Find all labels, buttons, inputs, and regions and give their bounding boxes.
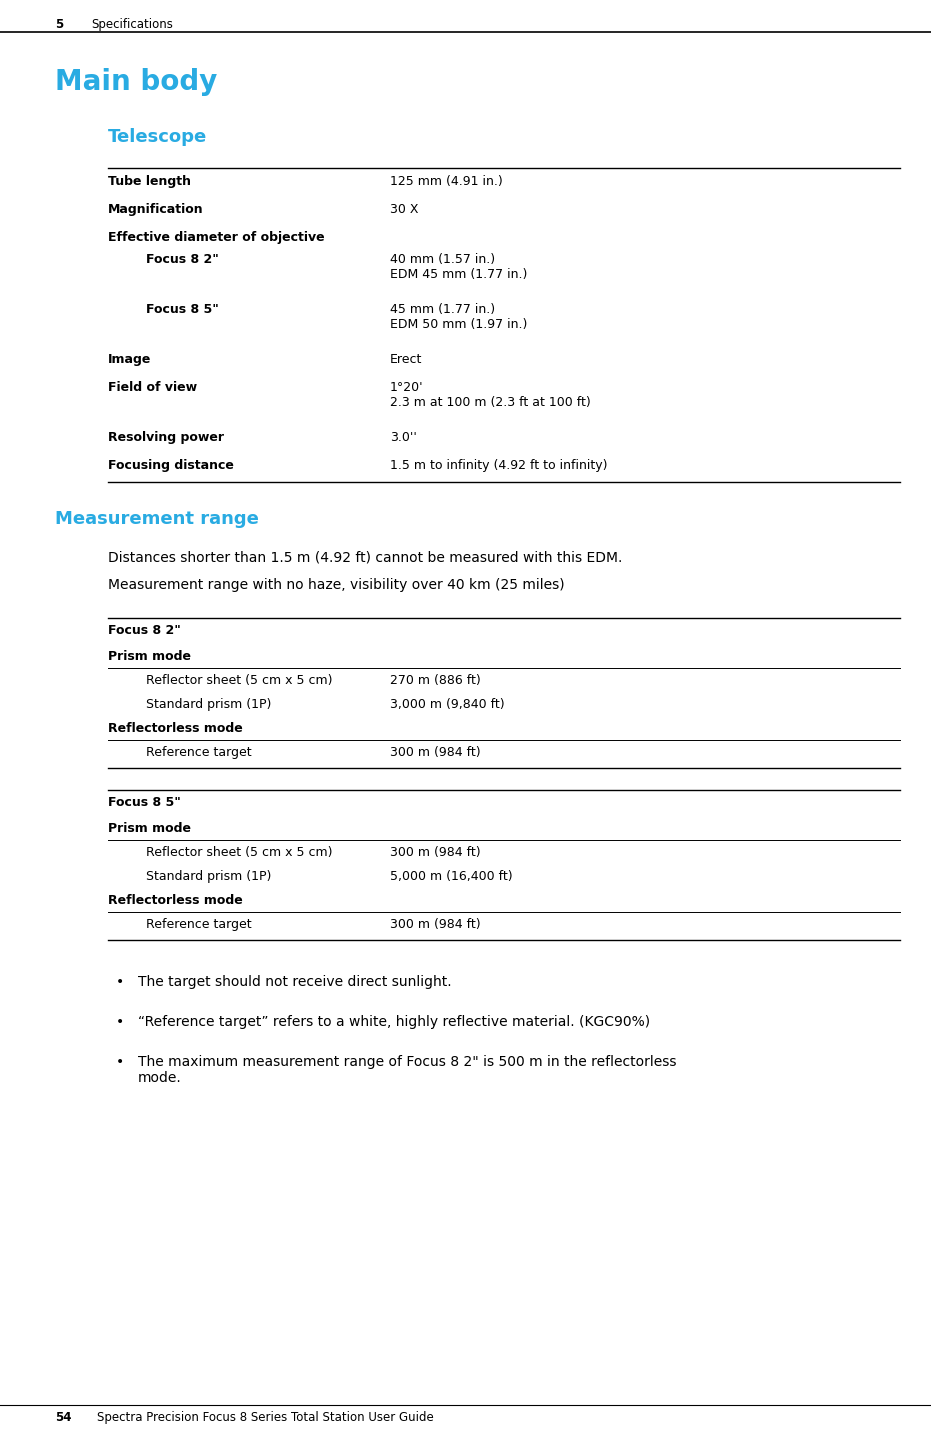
Text: 40 mm (1.57 in.)
EDM 45 mm (1.77 in.): 40 mm (1.57 in.) EDM 45 mm (1.77 in.) <box>390 254 527 281</box>
Text: Tube length: Tube length <box>108 175 191 188</box>
Text: •: • <box>116 1055 124 1069</box>
Text: 300 m (984 ft): 300 m (984 ft) <box>390 919 480 931</box>
Text: Prism mode: Prism mode <box>108 823 191 835</box>
Text: The maximum measurement range of Focus 8 2" is 500 m in the reflectorless
mode.: The maximum measurement range of Focus 8… <box>138 1055 677 1085</box>
Text: 1.5 m to infinity (4.92 ft to infinity): 1.5 m to infinity (4.92 ft to infinity) <box>390 459 608 471</box>
Text: 30 X: 30 X <box>390 203 419 216</box>
Text: Reflector sheet (5 cm x 5 cm): Reflector sheet (5 cm x 5 cm) <box>146 845 332 858</box>
Text: Prism mode: Prism mode <box>108 651 191 663</box>
Text: Reference target: Reference target <box>146 919 251 931</box>
Text: Telescope: Telescope <box>108 128 208 146</box>
Text: 5: 5 <box>55 19 63 32</box>
Text: 54: 54 <box>55 1412 72 1424</box>
Text: Reflectorless mode: Reflectorless mode <box>108 722 243 735</box>
Text: 125 mm (4.91 in.): 125 mm (4.91 in.) <box>390 175 503 188</box>
Text: Focus 8 5": Focus 8 5" <box>108 795 181 810</box>
Text: Reference target: Reference target <box>146 747 251 759</box>
Text: Erect: Erect <box>390 353 423 365</box>
Text: •: • <box>116 1015 124 1029</box>
Text: 1°20'
2.3 m at 100 m (2.3 ft at 100 ft): 1°20' 2.3 m at 100 m (2.3 ft at 100 ft) <box>390 381 591 408</box>
Text: Standard prism (1P): Standard prism (1P) <box>146 698 271 711</box>
Text: 3.0'': 3.0'' <box>390 431 417 444</box>
Text: 45 mm (1.77 in.)
EDM 50 mm (1.97 in.): 45 mm (1.77 in.) EDM 50 mm (1.97 in.) <box>390 302 527 331</box>
Text: Standard prism (1P): Standard prism (1P) <box>146 870 271 883</box>
Text: Reflector sheet (5 cm x 5 cm): Reflector sheet (5 cm x 5 cm) <box>146 674 332 686</box>
Text: “Reference target” refers to a white, highly reflective material. (KGC90%): “Reference target” refers to a white, hi… <box>138 1015 650 1029</box>
Text: 3,000 m (9,840 ft): 3,000 m (9,840 ft) <box>390 698 505 711</box>
Text: Focusing distance: Focusing distance <box>108 459 234 471</box>
Text: Resolving power: Resolving power <box>108 431 224 444</box>
Text: Distances shorter than 1.5 m (4.92 ft) cannot be measured with this EDM.: Distances shorter than 1.5 m (4.92 ft) c… <box>108 550 623 565</box>
Text: 270 m (886 ft): 270 m (886 ft) <box>390 674 480 686</box>
Text: Reflectorless mode: Reflectorless mode <box>108 894 243 907</box>
Text: Magnification: Magnification <box>108 203 204 216</box>
Text: Effective diameter of objective: Effective diameter of objective <box>108 231 325 244</box>
Text: Main body: Main body <box>55 67 217 96</box>
Text: 5,000 m (16,400 ft): 5,000 m (16,400 ft) <box>390 870 513 883</box>
Text: 300 m (984 ft): 300 m (984 ft) <box>390 845 480 858</box>
Text: Focus 8 2": Focus 8 2" <box>146 254 219 267</box>
Text: Measurement range with no haze, visibility over 40 km (25 miles): Measurement range with no haze, visibili… <box>108 577 564 592</box>
Text: Specifications: Specifications <box>91 19 173 32</box>
Text: Measurement range: Measurement range <box>55 510 259 527</box>
Text: Spectra Precision Focus 8 Series Total Station User Guide: Spectra Precision Focus 8 Series Total S… <box>97 1412 434 1424</box>
Text: Focus 8 5": Focus 8 5" <box>146 302 219 317</box>
Text: Field of view: Field of view <box>108 381 197 394</box>
Text: •: • <box>116 974 124 989</box>
Text: Image: Image <box>108 353 152 365</box>
Text: 300 m (984 ft): 300 m (984 ft) <box>390 747 480 759</box>
Text: Focus 8 2": Focus 8 2" <box>108 623 181 638</box>
Text: The target should not receive direct sunlight.: The target should not receive direct sun… <box>138 974 452 989</box>
